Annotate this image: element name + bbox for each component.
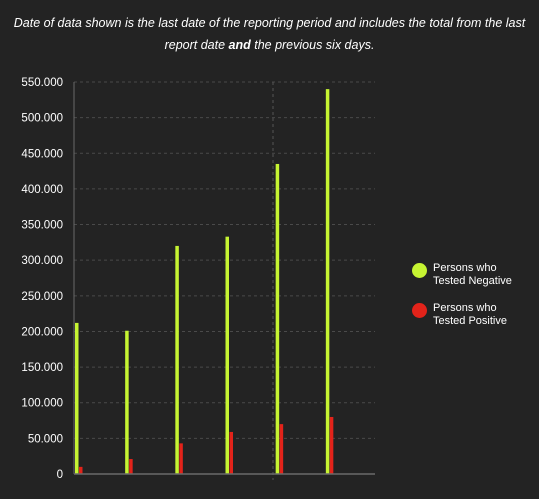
y-axis-tick-labels: 0 50.000 100.000 150.000 200.000 250.000 300.0… xyxy=(21,77,63,481)
y-tick-label: 50.000 xyxy=(28,433,63,445)
y-tick-label: 400.000 xyxy=(21,184,63,196)
bar-positive[interactable] xyxy=(229,431,234,474)
bar-positive[interactable] xyxy=(279,424,284,474)
y-tick-label: 0 xyxy=(57,469,63,481)
note-text-part2: the previous six days. xyxy=(250,38,375,52)
y-tick-label: 150.000 xyxy=(21,362,63,374)
legend-dot-positive-icon xyxy=(412,303,427,318)
bar-negative[interactable] xyxy=(275,163,280,475)
bar-negative[interactable] xyxy=(225,236,230,474)
note-text-part1: Date of data shown is the last date of t… xyxy=(13,16,526,52)
y-tick-label: 450.000 xyxy=(21,148,63,160)
legend-label-positive: Persons who Tested Positive xyxy=(433,302,507,327)
bar-negative[interactable] xyxy=(325,89,330,475)
legend-label-negative: Persons who Tested Negative xyxy=(433,262,512,287)
legend-dot-negative-icon xyxy=(412,263,427,278)
chart-axes xyxy=(73,82,375,475)
bar-positive[interactable] xyxy=(129,459,133,474)
chart-note: Date of data shown is the last date of t… xyxy=(10,12,529,56)
legend-item-positive[interactable]: Persons who Tested Positive xyxy=(412,302,537,328)
note-text-bold: and xyxy=(228,38,251,52)
bar-negative[interactable] xyxy=(75,322,79,474)
bar-negative[interactable] xyxy=(125,330,129,474)
y-tick-label: 300.000 xyxy=(21,255,63,267)
y-tick-label: 100.000 xyxy=(21,398,63,410)
chart-grid xyxy=(74,81,375,480)
chart-legend: Persons who Tested Negative Persons who … xyxy=(412,262,537,342)
bar-positive[interactable] xyxy=(79,466,83,474)
bar-positive[interactable] xyxy=(179,443,183,474)
y-tick-label: 500.000 xyxy=(21,113,63,125)
bar-positive[interactable] xyxy=(329,416,334,474)
legend-item-negative[interactable]: Persons who Tested Negative xyxy=(412,262,537,288)
y-tick-label: 200.000 xyxy=(21,326,63,338)
bar-negative[interactable] xyxy=(175,245,179,474)
chart-bars xyxy=(75,89,334,475)
y-tick-label: 550.000 xyxy=(21,77,63,89)
y-tick-label: 350.000 xyxy=(21,220,63,232)
y-tick-label: 250.000 xyxy=(21,291,63,303)
